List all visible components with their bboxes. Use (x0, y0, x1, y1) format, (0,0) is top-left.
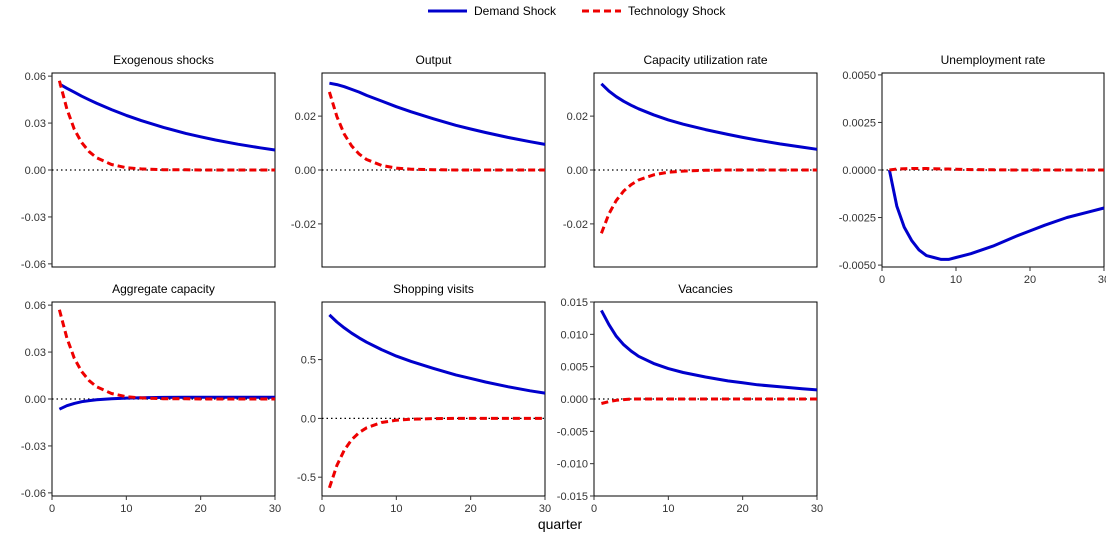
x-axis-label: quarter (538, 516, 583, 532)
y-tick-label: 0.03 (25, 347, 46, 359)
y-tick-label: 0.06 (25, 71, 46, 83)
x-tick-label: 30 (539, 503, 551, 515)
y-tick-label: -0.0025 (839, 213, 876, 225)
x-tick-label: 20 (195, 503, 207, 515)
technology-shock-line (327, 416, 545, 489)
y-tick-label: -0.015 (557, 491, 588, 503)
demand-shock-line (328, 313, 546, 395)
x-tick-label: 10 (950, 274, 962, 286)
demand-shock-line (58, 82, 276, 152)
y-tick-label: -0.010 (557, 459, 588, 471)
demand-shock-line (600, 309, 818, 392)
y-tick-label: 0.02 (567, 111, 588, 123)
y-tick-label: 0.0 (301, 413, 316, 425)
x-tick-label: 30 (1098, 274, 1106, 286)
panel: Aggregate capacity -0.06 -0.03 0.00 0.03 0.06… (21, 282, 281, 515)
technology-shock-line (57, 80, 275, 172)
y-tick-label: 0.06 (25, 300, 46, 312)
legend: Demand Shock Technology Shock (428, 4, 726, 18)
panel: Output -0.02 0.00 0.02 (291, 53, 546, 268)
panel-title: Output (415, 53, 452, 67)
y-tick-label: -0.02 (291, 219, 316, 231)
x-tick-label: 30 (811, 503, 823, 515)
y-tick-label: 0.0000 (842, 165, 876, 177)
y-tick-label: 0.02 (295, 111, 316, 123)
technology-shock-line (889, 167, 1104, 172)
technology-shock-line (601, 397, 817, 405)
y-tick-label: 0.00 (567, 165, 588, 177)
x-tick-label: 0 (879, 274, 885, 286)
y-tick-label: -0.0050 (839, 260, 876, 272)
panels: Exogenous shocks-0.06-0.030.000.030.06Ou… (21, 53, 1106, 515)
y-tick-label: 0.0025 (842, 117, 876, 129)
x-tick-label: 10 (390, 503, 402, 515)
y-tick-label: 0.010 (560, 329, 588, 341)
technology-shock-line (57, 309, 275, 401)
demand-shock-line (887, 169, 1105, 261)
y-tick-label: -0.06 (21, 259, 46, 271)
x-tick-label: 10 (662, 503, 674, 515)
panel: Capacity utilization rate -0.02 0.00 0.02 (563, 53, 818, 268)
technology-shock-line (600, 168, 817, 234)
legend-label: Demand Shock (474, 4, 557, 18)
y-tick-label: 0.0050 (842, 70, 876, 82)
panel-title: Capacity utilization rate (643, 53, 767, 67)
x-tick-label: 20 (737, 503, 749, 515)
technology-shock-line (327, 91, 545, 172)
y-tick-label: 0.00 (295, 165, 316, 177)
y-tick-label: -0.005 (557, 426, 588, 438)
x-tick-label: 10 (120, 503, 132, 515)
y-tick-label: 0.5 (301, 355, 316, 367)
y-tick-label: 0.005 (560, 362, 588, 374)
panel-title: Unemployment rate (941, 53, 1046, 67)
legend-item: Technology Shock (582, 4, 726, 18)
y-tick-label: 0.00 (25, 165, 46, 177)
legend-label: Technology Shock (628, 4, 726, 18)
x-tick-label: 0 (49, 503, 55, 515)
y-tick-label: -0.06 (21, 488, 46, 500)
y-tick-label: 0.00 (25, 394, 46, 406)
x-tick-label: 0 (319, 503, 325, 515)
x-tick-label: 0 (591, 503, 597, 515)
legend-item: Demand Shock (428, 4, 557, 18)
x-tick-label: 20 (1024, 274, 1036, 286)
x-tick-label: 20 (465, 503, 477, 515)
panel-title: Exogenous shocks (113, 53, 214, 67)
x-tick-label: 30 (269, 503, 281, 515)
panel: Vacancies -0.015 -0.010 -0.005 0.000 0.005 0.0… (557, 282, 823, 515)
y-tick-label: 0.03 (25, 118, 46, 130)
y-tick-label: 0.000 (560, 394, 588, 406)
panel-title: Aggregate capacity (112, 282, 215, 296)
demand-shock-line (329, 81, 546, 146)
panel-frame (321, 301, 546, 497)
demand-shock-line (600, 82, 818, 151)
panel: Shopping visits -0.5 0.0 0.5 0 10 20 30 (297, 282, 551, 515)
panel: Unemployment rate -0.0050 -0.0025 0.0000 0.0… (839, 53, 1106, 286)
y-tick-label: -0.5 (297, 472, 316, 484)
y-tick-label: -0.03 (21, 212, 46, 224)
panel-title: Vacancies (678, 282, 732, 296)
y-tick-label: 0.015 (560, 297, 588, 309)
panel: Exogenous shocks -0.06 -0.03 0.00 0.03 0.06 (21, 53, 276, 271)
y-tick-label: -0.03 (21, 441, 46, 453)
panel-title: Shopping visits (393, 282, 474, 296)
y-tick-label: -0.02 (563, 219, 588, 231)
